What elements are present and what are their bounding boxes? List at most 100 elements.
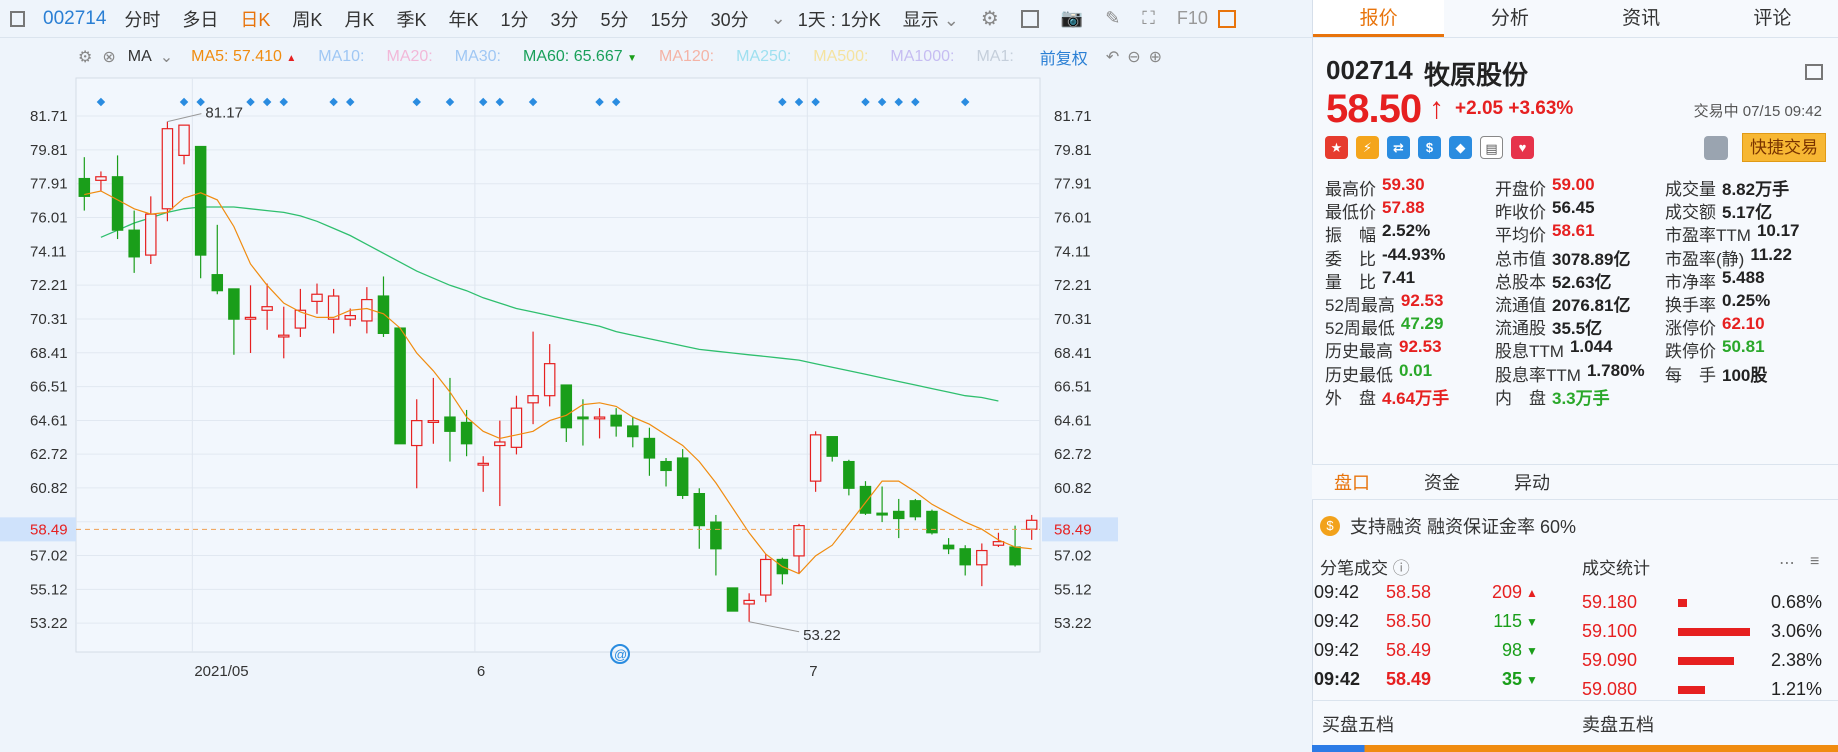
stat-cell: 历史最低 0.01 [1325, 361, 1495, 386]
trade-status-time: 交易中 07/15 09:42 [1693, 103, 1822, 120]
y-tick-label-left: 76.01 [30, 210, 68, 227]
period-tab[interactable]: 月K [344, 9, 375, 30]
kline-chart[interactable]: 81.71 81.71 79.81 79.81 77.91 77.91 76.01 76.01… [0, 38, 1312, 752]
stat-label: 成交额 [1665, 203, 1716, 223]
y-tick-label-right: 55.12 [1054, 581, 1092, 598]
tab-movement[interactable]: 异动 [1514, 473, 1550, 493]
stat-value: 4.64万手 [1382, 388, 1450, 408]
period-tab[interactable]: 30分 [710, 9, 749, 30]
tab-news[interactable]: 资讯 [1622, 8, 1661, 29]
close-icon[interactable]: ⊗ [102, 49, 116, 66]
tab-analysis[interactable]: 分析 [1490, 8, 1529, 29]
stat-cell: 昨收价 56.45 [1495, 198, 1665, 223]
volume-stat-pct: 3.06% [1770, 621, 1822, 641]
ma-label[interactable]: MA [127, 48, 152, 65]
candle-body [78, 177, 91, 197]
period-tab[interactable]: 年K [448, 9, 479, 30]
quote-stats: 最高价 59.30 开盘价 59.00 成交量 8.82万手 最低价 57.88 昨收价 56.4… [1325, 175, 1835, 409]
trade-row: 09:42 58.50 115 ▼ [1314, 607, 1556, 636]
stat-value: 8.82万手 [1722, 180, 1790, 200]
candle-body [593, 416, 606, 420]
period-tab[interactable]: 1分 [500, 9, 529, 30]
stat-cell: 外 盘 4.64万手 [1325, 384, 1495, 409]
period-tab[interactable]: 周K [292, 9, 323, 30]
chevron-down-icon[interactable]: ⌄ [770, 8, 786, 28]
adjust-mode[interactable]: 前复权 [1039, 51, 1088, 68]
tab-quote[interactable]: 报价 [1313, 0, 1445, 37]
y-tick-label-left: 81.71 [30, 108, 68, 125]
bookmark-icon[interactable]: ▤ [1480, 136, 1503, 159]
y-tick-label-left: 53.22 [30, 615, 68, 632]
draw-pen-icon[interactable]: ✎ [1105, 8, 1121, 28]
heart-icon[interactable]: ♥ [1511, 136, 1534, 159]
period-tab[interactable]: 15分 [650, 9, 689, 30]
candle-body [577, 416, 589, 420]
stat-value: 35.5亿 [1552, 319, 1603, 339]
square-tool-icon[interactable] [1020, 9, 1039, 28]
china-flag-icon[interactable]: ★ [1325, 136, 1348, 159]
tag-icon[interactable]: ◆ [1449, 136, 1472, 159]
y-tick-label-right: 81.71 [1054, 108, 1092, 125]
more-icon[interactable]: ⋯ [1779, 555, 1795, 572]
stat-cell: 市净率 5.488 [1665, 268, 1835, 293]
tab-comments[interactable]: 评论 [1753, 8, 1792, 29]
detail-tabs: 盘口 资金 异动 [1312, 464, 1838, 500]
trade-row: 09:42 58.49 35 ▼ [1314, 665, 1556, 694]
at-icon [610, 644, 630, 664]
ma120-value: MA120: [658, 48, 715, 65]
y-tick-label-right: 70.31 [1054, 311, 1092, 328]
stat-row: 最低价 57.88 昨收价 56.45 成交额 5.17亿 [1325, 198, 1835, 223]
shuffle-icon[interactable]: ⇄ [1387, 136, 1410, 159]
dollar-icon[interactable]: $ [1418, 136, 1441, 159]
stat-row: 52周最高 92.53 流通值 2076.81亿 换手率 0.25% [1325, 291, 1835, 315]
period-select[interactable]: 1天 : 1分K [797, 9, 881, 30]
stat-row: 委 比 -44.93% 总市值 3078.89亿 市盈率(静) 11.22 [1325, 245, 1835, 269]
tab-orderbook[interactable]: 盘口 [1334, 473, 1370, 493]
tab-capital[interactable]: 资金 [1424, 473, 1460, 493]
filter-icon[interactable]: ≡ [1810, 553, 1820, 570]
volume-stat-row: 59.080 1.21% [1582, 675, 1822, 704]
volume-stat-pct: 0.68% [1770, 592, 1822, 612]
panel-toggle-icon[interactable] [1217, 9, 1236, 28]
stat-cell: 最高价 59.30 [1325, 175, 1495, 200]
lightning-icon[interactable]: ⚡ [1356, 136, 1379, 159]
quote-panel: 报价 分析 资讯 评论 002714 牧原股份 58.50 ↑ +2.05 +3… [1312, 0, 1838, 752]
trade-volume: 98 [1501, 640, 1522, 660]
y-tick-label-right: 60.82 [1054, 480, 1092, 497]
zoom-out-icon[interactable]: ⊖ [1127, 49, 1141, 66]
undo-icon[interactable]: ↶ [1105, 49, 1120, 66]
list-icon[interactable] [1805, 64, 1823, 80]
stat-value: 58.61 [1552, 221, 1595, 241]
chevron-down-icon[interactable]: ⌄ [159, 49, 174, 66]
x-tick-label: 6 [477, 663, 485, 680]
display-menu[interactable]: 显示 ⌄ [902, 9, 959, 30]
quote-tabs: 报价 分析 资讯 评论 [1313, 0, 1838, 38]
f10-button[interactable]: F10 [1176, 8, 1208, 28]
settings-icon[interactable]: ⚙ [78, 49, 93, 66]
y-tick-label-left: 62.72 [30, 446, 68, 463]
high-price-label: 81.17 [205, 105, 243, 122]
period-tab[interactable]: 5分 [600, 9, 629, 30]
fullscreen-icon[interactable]: ⛶ [1142, 8, 1155, 28]
camera-icon[interactable]: 📷 [1060, 8, 1084, 28]
stat-cell: 总股本 52.63亿 [1495, 268, 1665, 293]
stats-title-label: 成交统计 [1582, 559, 1650, 578]
period-tab[interactable]: 分时 [124, 9, 161, 30]
stock-code-label: 002714 [43, 7, 107, 29]
settings-icon[interactable]: ⚙ [980, 8, 999, 30]
sidebar-toggle-icon[interactable] [10, 10, 25, 27]
period-tab[interactable]: 季K [396, 9, 427, 30]
zoom-in-icon[interactable]: ⊕ [1148, 49, 1163, 66]
candle-body [327, 295, 340, 320]
candle-body [627, 425, 639, 438]
help-icon[interactable]: ⓘ [1392, 559, 1410, 578]
period-tab[interactable]: 3分 [550, 9, 579, 30]
quick-trade-button[interactable]: 快捷交易 [1742, 133, 1826, 162]
volume-stat-pct: 1.21% [1770, 679, 1822, 699]
period-tab[interactable]: 日K [240, 9, 271, 30]
ma1-value: MA1: [976, 48, 1014, 65]
period-tab[interactable]: 多日 [182, 9, 219, 30]
bell-icon[interactable] [1704, 136, 1728, 160]
buy-sell-ratio-bar [1312, 745, 1838, 752]
candle-body [809, 434, 822, 482]
